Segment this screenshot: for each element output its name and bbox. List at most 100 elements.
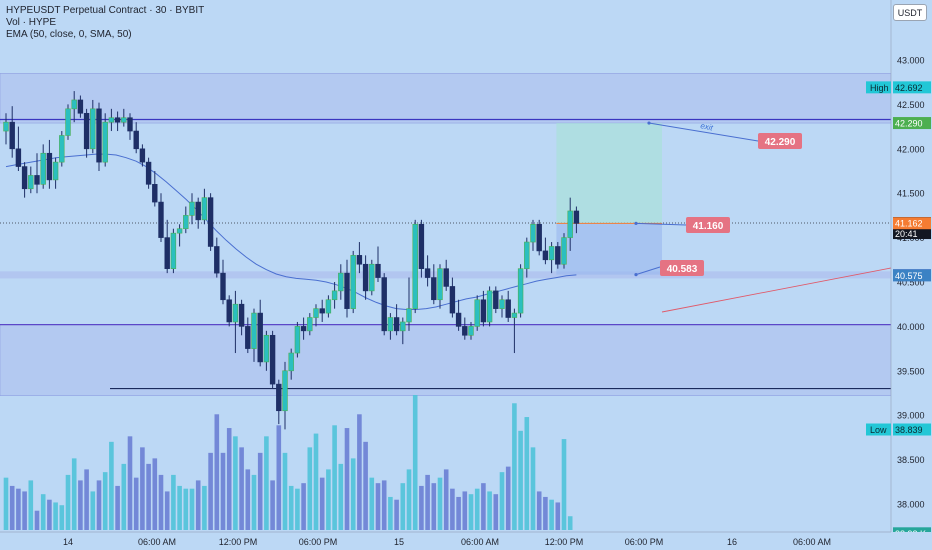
volume-bar [53, 502, 58, 530]
volume-bar [208, 452, 213, 530]
candle-body-down [9, 121, 15, 150]
candle [493, 286, 499, 314]
entry-label-bg [686, 217, 730, 233]
candle [189, 193, 195, 225]
candle [393, 304, 400, 336]
candle [276, 379, 282, 425]
candle [139, 144, 146, 167]
candle [52, 157, 59, 189]
candle-body-down [269, 334, 276, 385]
candle-body-down [431, 277, 437, 301]
time-tick-label: 06:00 AM [138, 537, 176, 547]
candle-body-up [486, 290, 493, 323]
entry-label[interactable]: 41.160 [686, 217, 730, 233]
candle-body-down [145, 161, 152, 185]
countdown-text: 20:41 [895, 229, 918, 239]
drawings[interactable]: 42.290 41.160 40.583 exit [634, 121, 892, 313]
candle-body-up [65, 108, 71, 136]
time-tick-label: 06:00 AM [793, 537, 831, 547]
candle-body-down [381, 277, 387, 332]
candle [524, 237, 530, 278]
candle [34, 153, 40, 194]
price-label[interactable]: 42.692 High [866, 81, 931, 94]
price-axis[interactable]: 43.00042.50042.00041.50041.00040.50040.0… [866, 0, 932, 540]
volume-bar [78, 480, 83, 530]
volume-bar [183, 488, 189, 530]
candle [567, 197, 573, 251]
volume-bar [3, 477, 9, 530]
candle [282, 361, 288, 430]
volume-bar [524, 417, 530, 530]
candle-body-up [59, 135, 65, 163]
candle [486, 286, 493, 327]
candle-body-down [21, 166, 28, 190]
volume-bar [394, 499, 399, 530]
volume-bar [270, 480, 275, 530]
price-label[interactable]: 42.290 [893, 117, 931, 130]
volume-bar [512, 403, 517, 530]
time-tick-label: 06:00 AM [461, 537, 499, 547]
candle-body-down [164, 237, 170, 269]
currency-button[interactable]: USDT [893, 4, 927, 21]
candle-body-down [83, 112, 90, 150]
candle-body-up [387, 317, 394, 332]
volume-bar [400, 483, 406, 530]
price-label[interactable]: 41.162 [893, 217, 931, 230]
volume-bar [195, 480, 201, 530]
candle [71, 91, 77, 123]
candle [65, 104, 71, 140]
candle-body-down [300, 326, 307, 332]
candle [102, 113, 108, 167]
volume-bar [16, 488, 21, 530]
candle-body-up [474, 299, 480, 327]
candlesticks [3, 91, 580, 430]
long-position-tool[interactable] [556, 123, 662, 275]
candle [499, 295, 505, 318]
candle-body-up [350, 255, 356, 309]
candle-body-down [493, 290, 499, 309]
candle [331, 282, 338, 309]
volume-bar [295, 488, 300, 530]
candle-body-down [238, 303, 245, 327]
time-axis[interactable]: 14 06:00 AM 12:00 PM 06:00 PM 15 06:00 AM 12:0… [0, 531, 932, 550]
candle-body-down [536, 223, 542, 252]
volume-bar [567, 516, 573, 530]
candle-body-down [362, 263, 369, 292]
price-label[interactable]: 40.575 [893, 269, 931, 282]
volume-bar [431, 483, 437, 530]
candle [96, 102, 102, 171]
candle [387, 313, 394, 340]
tp-label[interactable]: 42.290 [758, 133, 802, 149]
candle [170, 228, 177, 274]
volume-bar [307, 447, 313, 530]
stop-label[interactable]: 40.583 [660, 260, 704, 276]
candle [300, 317, 307, 340]
candle [226, 295, 232, 327]
candle-body-up [325, 299, 332, 314]
volume-bar [90, 491, 96, 530]
candle-body-down [505, 299, 511, 318]
volume-bar [419, 485, 424, 530]
profit-zone[interactable] [556, 123, 662, 224]
volume-bar [257, 452, 263, 530]
volume-bar [9, 485, 15, 530]
price-label[interactable]: 38.839 Low [866, 423, 931, 436]
candle [536, 219, 542, 256]
candle [381, 273, 387, 336]
candle-body-down [455, 312, 462, 327]
candle [431, 264, 437, 305]
volume-bar [282, 452, 288, 530]
risk-zone[interactable] [556, 223, 662, 275]
candle [455, 299, 462, 331]
candle-body-down [114, 117, 121, 123]
price-label-bg [893, 423, 931, 436]
candle [127, 113, 133, 140]
volume-bar [202, 485, 207, 530]
entry-anchor [634, 221, 638, 225]
time-tick-label: 06:00 PM [625, 537, 664, 547]
candle-body-down [127, 117, 133, 132]
volume-bar [338, 463, 344, 530]
volume-bar [326, 469, 331, 530]
candle-body-down [195, 201, 201, 221]
